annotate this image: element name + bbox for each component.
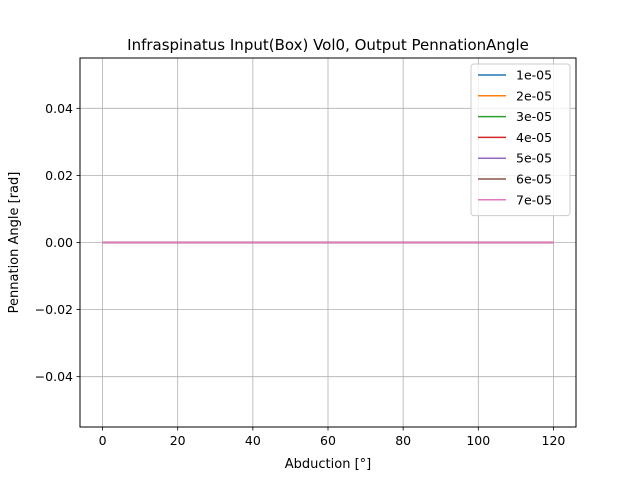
- y-tick-label: 0.00: [45, 235, 73, 250]
- y-tick-label: 0.04: [45, 101, 73, 116]
- legend: 1e-05 2e-05 3e-05 4e-05 5e-05 6e-05 7e-05: [470, 63, 571, 217]
- x-tick-label: 60: [320, 433, 336, 448]
- legend-label-4: 4e-05: [516, 130, 552, 145]
- x-tick-label: 100: [466, 433, 490, 448]
- x-tick-label: 20: [170, 433, 186, 448]
- chart-title: Infraspinatus Input(Box) Vol0, Output Pe…: [127, 36, 529, 54]
- x-tick-label: 80: [395, 433, 411, 448]
- x-tick-label: 0: [99, 433, 107, 448]
- x-axis-ticks: 0 20 40 60 80 100 120: [99, 427, 566, 448]
- y-tick-label: −0.04: [35, 369, 73, 384]
- y-axis-ticks: −0.04 −0.02 0.00 0.02 0.04: [35, 101, 80, 384]
- y-axis-label: Pennation Angle [rad]: [7, 172, 22, 314]
- legend-label-3: 3e-05: [516, 109, 552, 124]
- legend-label-1: 1e-05: [516, 68, 552, 83]
- x-tick-label: 120: [542, 433, 566, 448]
- legend-box: [470, 63, 571, 217]
- x-tick-label: 40: [245, 433, 261, 448]
- legend-label-7: 7e-05: [516, 192, 552, 207]
- y-tick-label: 0.02: [45, 168, 73, 183]
- x-axis-label: Abduction [°]: [285, 457, 371, 472]
- legend-label-2: 2e-05: [516, 88, 552, 103]
- legend-label-5: 5e-05: [516, 151, 552, 166]
- y-tick-label: −0.02: [35, 302, 73, 317]
- legend-label-6: 6e-05: [516, 172, 552, 187]
